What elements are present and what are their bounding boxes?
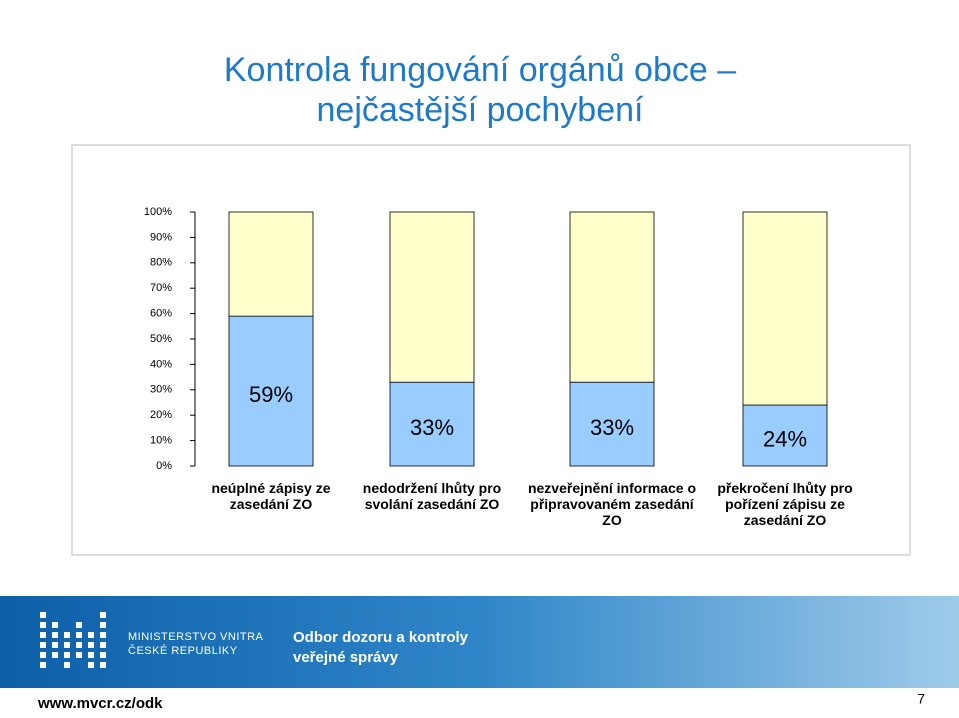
ministry-name: ČESKÉ REPUBLIKY <box>128 644 238 657</box>
data-label: 59% <box>249 382 293 407</box>
ministry-name: MINISTERSTVO VNITRA <box>128 631 264 643</box>
y-tick-label: 40% <box>150 358 172 370</box>
bar-segment <box>228 211 314 317</box>
bar-segment <box>228 315 314 467</box>
title-line: Kontrola fungování orgánů obce – <box>224 51 736 89</box>
url: www.mvcr.cz/odk <box>37 695 163 712</box>
y-tick-label: 80% <box>150 257 172 269</box>
bar-segment <box>569 381 655 467</box>
y-tick-label: 70% <box>150 282 172 294</box>
data-label: 33% <box>410 415 454 440</box>
y-tick-label: 90% <box>150 231 172 243</box>
x-tick-label: překročení lhůty pro pořízení zápisu ze … <box>717 480 853 528</box>
department: veřejné správy <box>293 649 399 666</box>
y-tick-label: 60% <box>150 308 172 320</box>
bar-segment <box>742 404 828 467</box>
x-tick-label: nezveřejnění informace o připravovaném z… <box>527 480 697 528</box>
logo <box>40 612 106 668</box>
y-tick-label: 10% <box>150 435 172 447</box>
department: Odbor dozoru a kontroly <box>293 629 469 646</box>
data-label: 24% <box>763 426 807 451</box>
bar-segment <box>389 211 475 383</box>
bar-segment <box>569 211 655 383</box>
y-tick-label: 50% <box>150 333 172 345</box>
y-tick-label: 20% <box>150 409 172 421</box>
y-tick-label: 0% <box>156 460 172 472</box>
data-label: 33% <box>590 415 634 440</box>
x-tick-label: neúplné zápisy ze zasedání ZO <box>211 480 331 512</box>
footer-band <box>0 596 959 688</box>
y-tick-label: 30% <box>150 384 172 396</box>
bar-segment <box>389 381 475 467</box>
x-tick-label: nedodržení lhůty pro svolání zasedání ZO <box>362 480 502 512</box>
page-number: 7 <box>917 691 925 707</box>
y-tick-label: 100% <box>144 206 172 218</box>
title-line: nejčastější pochybení <box>317 91 645 129</box>
bar-segment <box>742 211 828 406</box>
